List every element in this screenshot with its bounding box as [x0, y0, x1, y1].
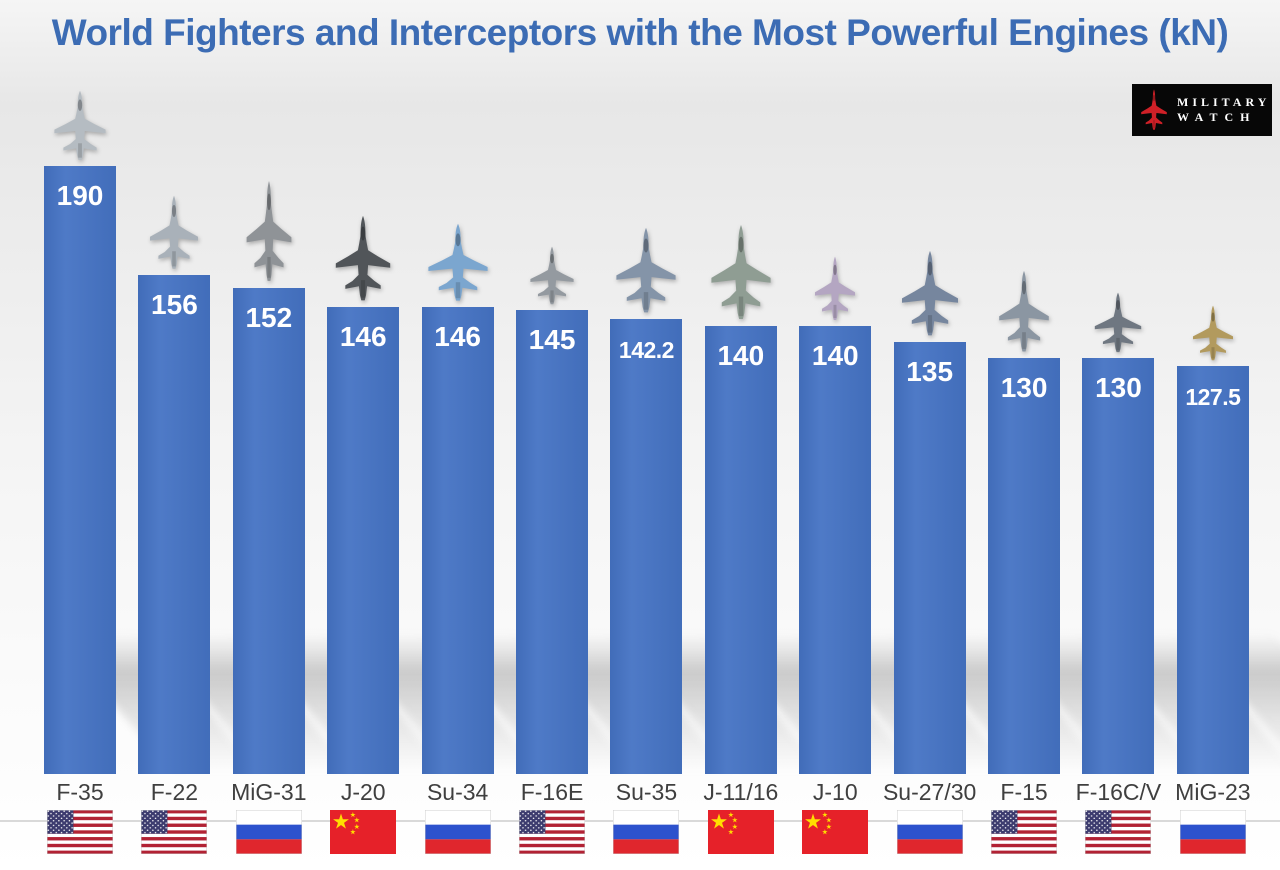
bar-label: F-16E [520, 778, 584, 805]
russia-flag-icon [424, 810, 491, 854]
flag-icon-slot [991, 810, 1058, 854]
bar-label: Su-27/30 [882, 778, 977, 805]
fighter-jet-icon [711, 224, 771, 320]
fighter-jet-icon [616, 227, 677, 313]
flag-icon-slot [235, 810, 302, 854]
bar-chart: 190 F-35 156 F-22 152 MiG-31 146 J- [33, 0, 1280, 870]
bar-value: 140 [717, 340, 765, 371]
bar-column-j20: 146 J-20 [316, 0, 543, 870]
bar: 135 [893, 342, 966, 774]
usa-flag-icon [47, 810, 113, 854]
logo-text: MILITARY WATCH [1177, 95, 1270, 125]
fighter-jet-icon [336, 215, 391, 301]
bar-column-f16cv: 130 F-16C/V [1071, 0, 1280, 870]
bar-value: 127.5 [1185, 384, 1241, 410]
flag-icon-slot [424, 810, 491, 854]
bar-label: Su-35 [615, 778, 678, 805]
fighter-jet-icon [246, 181, 292, 281]
bar-column-j11-16: 140 J-11/16 [694, 0, 920, 870]
bar-column-su35: 142.2 Su-35 [599, 0, 826, 870]
fighter-jet-icon [150, 195, 199, 269]
logo-text-line1: MILITARY [1177, 95, 1271, 109]
bar: 156 [138, 275, 211, 774]
bar-value: 146 [434, 321, 481, 352]
bar: 142.2 [610, 319, 683, 774]
bar-label: MiG-23 [1175, 778, 1251, 805]
bar: 152 [232, 288, 305, 774]
bar: 130 [1082, 358, 1155, 774]
bar: 146 [421, 307, 494, 774]
fighter-jet-icon [54, 90, 106, 160]
bar-value: 156 [151, 289, 198, 320]
flag-icon-slot [1085, 810, 1152, 854]
bar-label: J-10 [812, 778, 858, 805]
bar-column-su27-30: 135 Su-27/30 [882, 0, 1109, 870]
bar-column-j10: 140 J-10 [788, 0, 1015, 870]
fighter-jet-icon [815, 256, 856, 321]
flag-icon-slot [47, 810, 113, 854]
russia-flag-icon [1179, 810, 1246, 854]
bar-value: 130 [1000, 372, 1048, 403]
bar-label: F-22 [150, 778, 199, 805]
bar-column-f15: 130 F-15 [977, 0, 1203, 870]
russia-flag-icon [896, 810, 963, 854]
russia-flag-icon [613, 810, 680, 854]
flag-icon-slot [1179, 810, 1246, 854]
bar-column-f22: 156 F-22 [127, 0, 354, 870]
usa-flag-icon [1085, 810, 1152, 854]
usa-flag-icon [519, 810, 586, 854]
flag-icon-slot [141, 810, 208, 854]
bar-value: 190 [56, 180, 104, 211]
usa-flag-icon [991, 810, 1058, 854]
bar-column-mig23: 127.5 MiG-23 [1166, 0, 1280, 870]
bar-column-su34: 146 Su-34 [411, 0, 637, 870]
bar-value: 130 [1095, 372, 1142, 403]
fighter-jet-icon [1095, 292, 1142, 353]
flag-icon-slot [330, 810, 397, 854]
bar-value: 146 [339, 321, 387, 352]
bar: 145 [516, 310, 589, 774]
fighter-jet-icon [1192, 305, 1233, 361]
bar-value: 145 [528, 324, 576, 355]
bar-label: F-16C/V [1075, 778, 1162, 805]
bar: 190 [44, 166, 116, 774]
flag-icon-slot [519, 810, 586, 854]
page-title: World Fighters and Interceptors with the… [51, 12, 1229, 53]
bar-column-mig31: 152 MiG-31 [222, 0, 448, 870]
russia-flag-icon [235, 810, 302, 854]
flag-icon-slot [802, 810, 869, 854]
china-flag-icon [330, 810, 397, 854]
bar-value: 142.2 [618, 337, 675, 363]
bar-value: 140 [811, 340, 859, 371]
bar-column-f16e: 145 F-16E [505, 0, 731, 870]
bar-label: F-15 [1000, 778, 1048, 805]
bar-value: 135 [906, 356, 954, 387]
bar-label: J-11/16 [703, 778, 779, 805]
bar: 146 [327, 307, 400, 774]
fighter-jet-icon [901, 250, 958, 336]
bar-label: J-20 [340, 778, 386, 805]
bar: 140 [799, 326, 872, 774]
flag-icon-slot [707, 810, 774, 854]
flag-icon-slot [613, 810, 680, 854]
china-flag-icon [707, 810, 774, 854]
bar-label: Su-34 [426, 778, 489, 805]
bar-label: F-35 [56, 778, 104, 805]
bar: 127.5 [1176, 366, 1249, 774]
flag-icon-slot [896, 810, 963, 854]
usa-flag-icon [141, 810, 208, 854]
militarywatch-logo: MILITARY WATCH [1132, 84, 1272, 136]
bar-label: MiG-31 [231, 778, 307, 805]
bar-value: 152 [245, 302, 293, 333]
bar: 140 [704, 326, 777, 774]
bar: 130 [988, 358, 1061, 774]
logo-text-line2: WATCH [1177, 110, 1257, 124]
fighter-jet-icon [999, 270, 1049, 352]
china-flag-icon [802, 810, 869, 854]
fighter-jet-icon [530, 246, 574, 305]
bar-column-f35: 190 F-35 [33, 0, 259, 870]
fighter-jet-icon [428, 223, 488, 301]
